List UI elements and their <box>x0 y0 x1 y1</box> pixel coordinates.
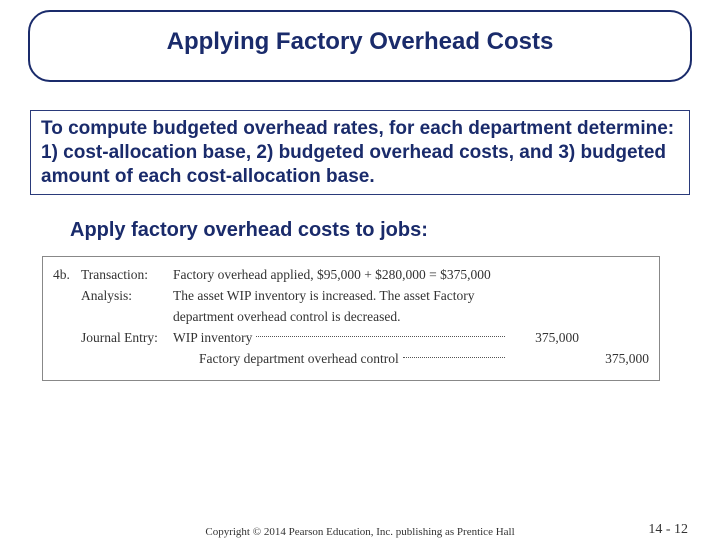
title-box: Applying Factory Overhead Costs <box>28 10 692 82</box>
transaction-label: Transaction: <box>81 265 173 286</box>
overhead-control-account: Factory department overhead control <box>199 349 399 370</box>
journal-entry-row-2: Factory department overhead control 375,… <box>53 349 649 370</box>
page-number: 14 - 12 <box>648 522 688 538</box>
transaction-text: Factory overhead applied, $95,000 + $280… <box>173 265 509 286</box>
slide-title: Applying Factory Overhead Costs <box>40 28 680 56</box>
info-box: To compute budgeted overhead rates, for … <box>30 110 690 195</box>
entry-number: 4b. <box>53 265 81 286</box>
leader-dots <box>403 357 505 358</box>
leader-dots <box>256 336 505 337</box>
analysis-text: The asset WIP inventory is increased. Th… <box>173 286 509 328</box>
wip-debit: 375,000 <box>509 328 579 349</box>
analysis-label: Analysis: <box>81 286 173 307</box>
wip-inventory-account: WIP inventory <box>173 328 252 349</box>
copyright: Copyright © 2014 Pearson Education, Inc.… <box>0 526 720 538</box>
journal-entry-label: Journal Entry: <box>81 328 173 349</box>
overhead-credit: 375,000 <box>579 349 649 370</box>
info-text: To compute budgeted overhead rates, for … <box>41 117 679 188</box>
transaction-row: 4b. Transaction: Factory overhead applie… <box>53 265 649 286</box>
subtitle: Apply factory overhead costs to jobs: <box>70 219 720 242</box>
journal-entry-box: 4b. Transaction: Factory overhead applie… <box>42 256 660 381</box>
analysis-row: Analysis: The asset WIP inventory is inc… <box>53 286 649 328</box>
journal-entry-row-1: Journal Entry: WIP inventory 375,000 <box>53 328 649 349</box>
